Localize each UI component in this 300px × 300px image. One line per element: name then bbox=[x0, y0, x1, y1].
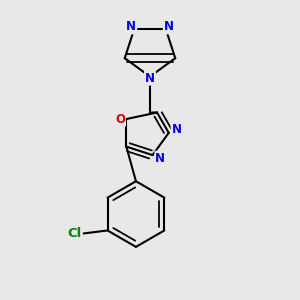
Text: N: N bbox=[126, 20, 136, 33]
Text: N: N bbox=[172, 123, 182, 136]
Text: N: N bbox=[145, 72, 155, 85]
Text: O: O bbox=[115, 112, 125, 125]
Text: N: N bbox=[164, 20, 174, 33]
Text: Cl: Cl bbox=[68, 227, 82, 240]
Text: N: N bbox=[155, 152, 165, 165]
